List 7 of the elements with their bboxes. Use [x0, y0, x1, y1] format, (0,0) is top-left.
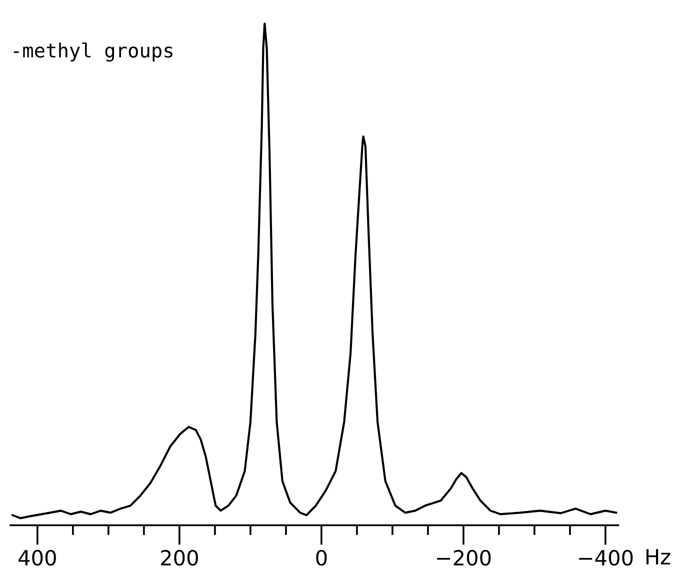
x-axis-title: Hz [646, 549, 670, 564]
x-tick-label: 400 [18, 550, 56, 566]
x-tick-label: −200 [437, 550, 491, 566]
x-tick-label: 0 [316, 550, 327, 566]
annotation: -methyl groups [14, 42, 172, 62]
x-tick-label: 200 [161, 550, 198, 566]
x-tick-label: −400 [579, 550, 633, 566]
